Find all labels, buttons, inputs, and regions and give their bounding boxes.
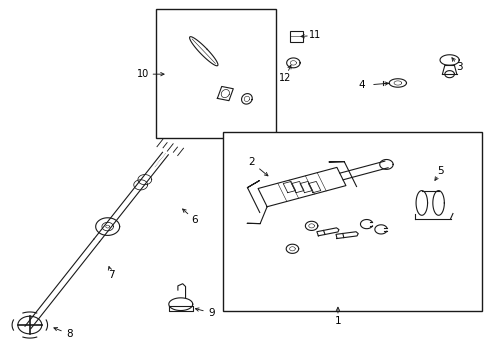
- Text: 1: 1: [334, 316, 341, 326]
- Text: 12: 12: [279, 73, 291, 83]
- Text: 9: 9: [208, 308, 215, 318]
- Bar: [156, 9, 275, 138]
- Text: 2: 2: [248, 157, 254, 167]
- Text: 6: 6: [190, 215, 197, 225]
- Text: 8: 8: [66, 329, 73, 339]
- Text: 7: 7: [108, 270, 114, 280]
- Text: 4: 4: [358, 80, 365, 90]
- Bar: [289, 31, 303, 42]
- Text: 11: 11: [309, 30, 321, 40]
- Text: 3: 3: [455, 62, 462, 72]
- Text: 10: 10: [137, 69, 149, 79]
- Text: 5: 5: [437, 166, 444, 176]
- Bar: [223, 132, 481, 311]
